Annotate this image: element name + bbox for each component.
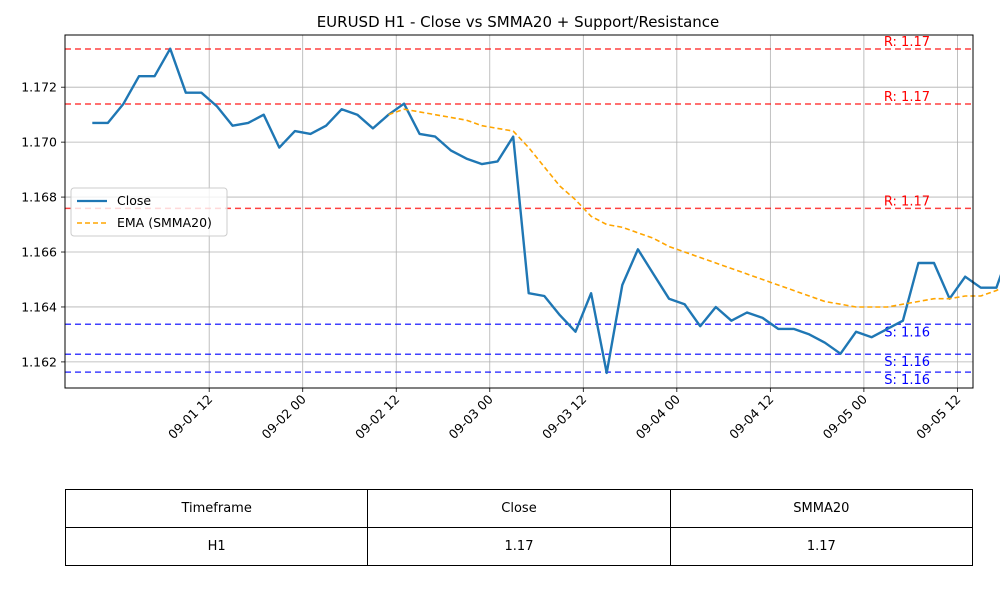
y-tick-label: 1.172 (21, 80, 57, 95)
x-axis: 09-01 12 09-02 00 09-02 12 09-03 00 09-03 12… (165, 388, 964, 442)
chart: EURUSD H1 - Close vs SMMA20 + Support/Re… (21, 13, 1000, 442)
smma20-series-line (388, 108, 1000, 308)
table-row: H1 1.17 1.17 (64, 527, 974, 566)
y-tick-label: 1.162 (21, 354, 57, 369)
table-header-cell: Timeframe (64, 489, 369, 528)
table-header-cell: Close (367, 489, 671, 528)
resistance-label: R: 1.17 (884, 35, 930, 50)
x-tick-label: 09-05 00 (820, 391, 870, 441)
legend-box (70, 187, 228, 237)
legend-smma-label: EMA (SMMA20) (117, 215, 212, 230)
x-tick-label: 09-04 12 (726, 392, 776, 442)
resistance-label: R: 1.17 (884, 90, 930, 105)
chart-title: EURUSD H1 - Close vs SMMA20 + Support/Re… (317, 13, 720, 31)
x-tick-label: 09-02 00 (258, 391, 308, 441)
x-tick-label: 09-02 12 (352, 392, 402, 442)
legend: Close EMA (SMMA20) (70, 187, 228, 237)
y-axis: 1.162 1.164 1.166 1.168 1.170 1.172 (21, 80, 65, 369)
close-series-line (92, 47, 1000, 375)
plot-frame (64, 34, 974, 389)
y-tick-label: 1.164 (21, 299, 57, 314)
table-cell: 1.17 (367, 527, 671, 566)
table-header-row: Timeframe Close SMMA20 (64, 489, 974, 528)
x-tick-label: 09-04 00 (633, 391, 683, 441)
table-header-cell: SMMA20 (669, 489, 974, 528)
grid (65, 35, 973, 388)
y-tick-label: 1.166 (21, 245, 57, 260)
legend-close-label: Close (117, 193, 151, 208)
x-tick-label: 09-03 12 (539, 392, 589, 442)
y-tick-label: 1.168 (21, 190, 57, 205)
x-tick-label: 09-01 12 (165, 392, 215, 442)
table-cell: 1.17 (669, 527, 974, 566)
x-tick-label: 09-05 12 (913, 392, 963, 442)
support-label: S: 1.16 (884, 355, 930, 370)
support-label: S: 1.16 (884, 373, 930, 388)
support-label: S: 1.16 (884, 325, 930, 340)
resistance-label: R: 1.17 (884, 194, 930, 209)
summary-table: Timeframe Close SMMA20 H1 1.17 1.17 (64, 489, 974, 566)
x-tick-label: 09-03 00 (446, 391, 496, 441)
table-cell: H1 (64, 527, 369, 566)
series-lines (92, 47, 1000, 375)
y-tick-label: 1.170 (21, 135, 57, 150)
